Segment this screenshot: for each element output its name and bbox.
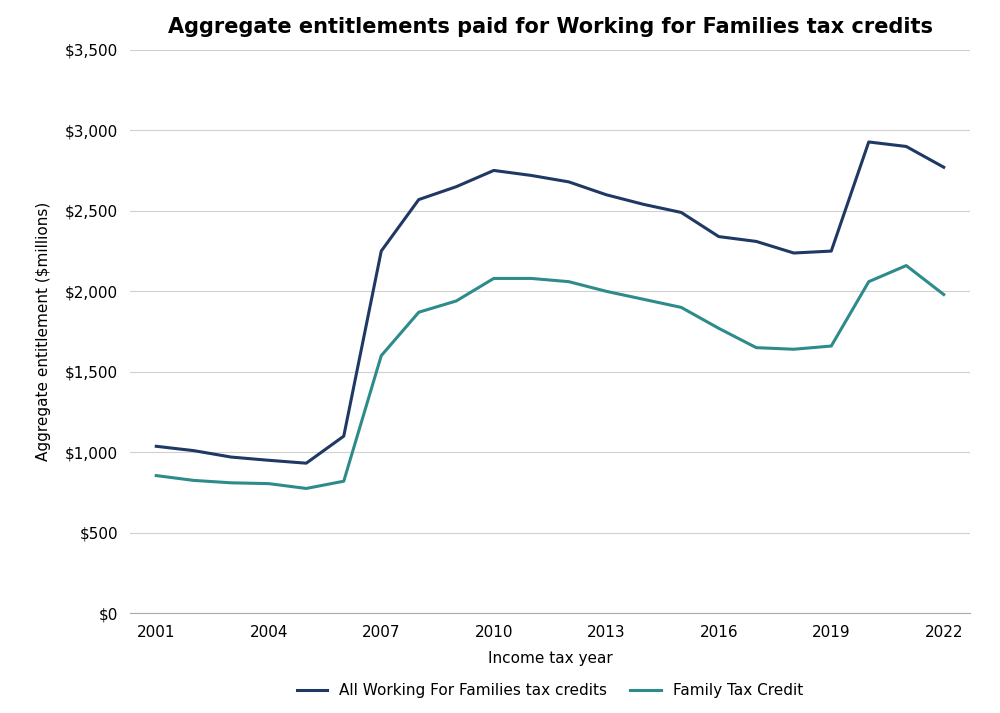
All Working For Families tax credits xyxy=(188,446,200,455)
All Working For Families tax credits xyxy=(638,200,650,209)
Family Tax Credit xyxy=(300,484,312,493)
Family Tax Credit xyxy=(600,287,612,296)
Family Tax Credit xyxy=(638,295,650,304)
All Working For Families tax credits xyxy=(713,232,725,241)
Line: All Working For Families tax credits: All Working For Families tax credits xyxy=(156,142,944,463)
All Working For Families tax credits xyxy=(825,247,837,255)
All Working For Families tax credits xyxy=(750,237,762,246)
Family Tax Credit xyxy=(525,275,537,283)
Line: Family Tax Credit: Family Tax Credit xyxy=(156,265,944,488)
Family Tax Credit xyxy=(863,277,875,286)
All Working For Families tax credits xyxy=(225,453,237,461)
Family Tax Credit xyxy=(150,471,162,480)
Family Tax Credit xyxy=(900,261,912,270)
Family Tax Credit xyxy=(450,297,462,305)
Family Tax Credit xyxy=(675,303,687,312)
Family Tax Credit xyxy=(413,308,425,317)
All Working For Families tax credits xyxy=(563,178,575,186)
Family Tax Credit xyxy=(788,345,800,354)
Family Tax Credit xyxy=(188,476,200,485)
Family Tax Credit xyxy=(338,477,350,486)
Family Tax Credit xyxy=(750,344,762,352)
All Working For Families tax credits xyxy=(675,208,687,217)
All Working For Families tax credits xyxy=(900,142,912,150)
Legend: All Working For Families tax credits, Family Tax Credit: All Working For Families tax credits, Fa… xyxy=(291,677,809,704)
All Working For Families tax credits xyxy=(338,432,350,441)
All Working For Families tax credits xyxy=(488,166,500,175)
All Working For Families tax credits xyxy=(938,163,950,172)
All Working For Families tax credits xyxy=(413,195,425,204)
Family Tax Credit xyxy=(938,290,950,299)
Y-axis label: Aggregate entitlement ($millions): Aggregate entitlement ($millions) xyxy=(36,202,51,461)
Family Tax Credit xyxy=(825,342,837,350)
Family Tax Credit xyxy=(488,275,500,283)
All Working For Families tax credits xyxy=(600,190,612,199)
All Working For Families tax credits xyxy=(263,456,275,465)
Title: Aggregate entitlements paid for Working for Families tax credits: Aggregate entitlements paid for Working … xyxy=(168,17,932,37)
All Working For Families tax credits xyxy=(788,249,800,257)
All Working For Families tax credits xyxy=(450,183,462,191)
All Working For Families tax credits xyxy=(300,459,312,468)
Family Tax Credit xyxy=(263,479,275,488)
Family Tax Credit xyxy=(563,277,575,286)
Family Tax Credit xyxy=(225,478,237,487)
All Working For Families tax credits xyxy=(150,442,162,451)
All Working For Families tax credits xyxy=(863,138,875,146)
Family Tax Credit xyxy=(375,352,387,360)
Family Tax Credit xyxy=(713,324,725,332)
X-axis label: Income tax year: Income tax year xyxy=(488,651,612,666)
All Working For Families tax credits xyxy=(375,247,387,255)
All Working For Families tax credits xyxy=(525,171,537,180)
